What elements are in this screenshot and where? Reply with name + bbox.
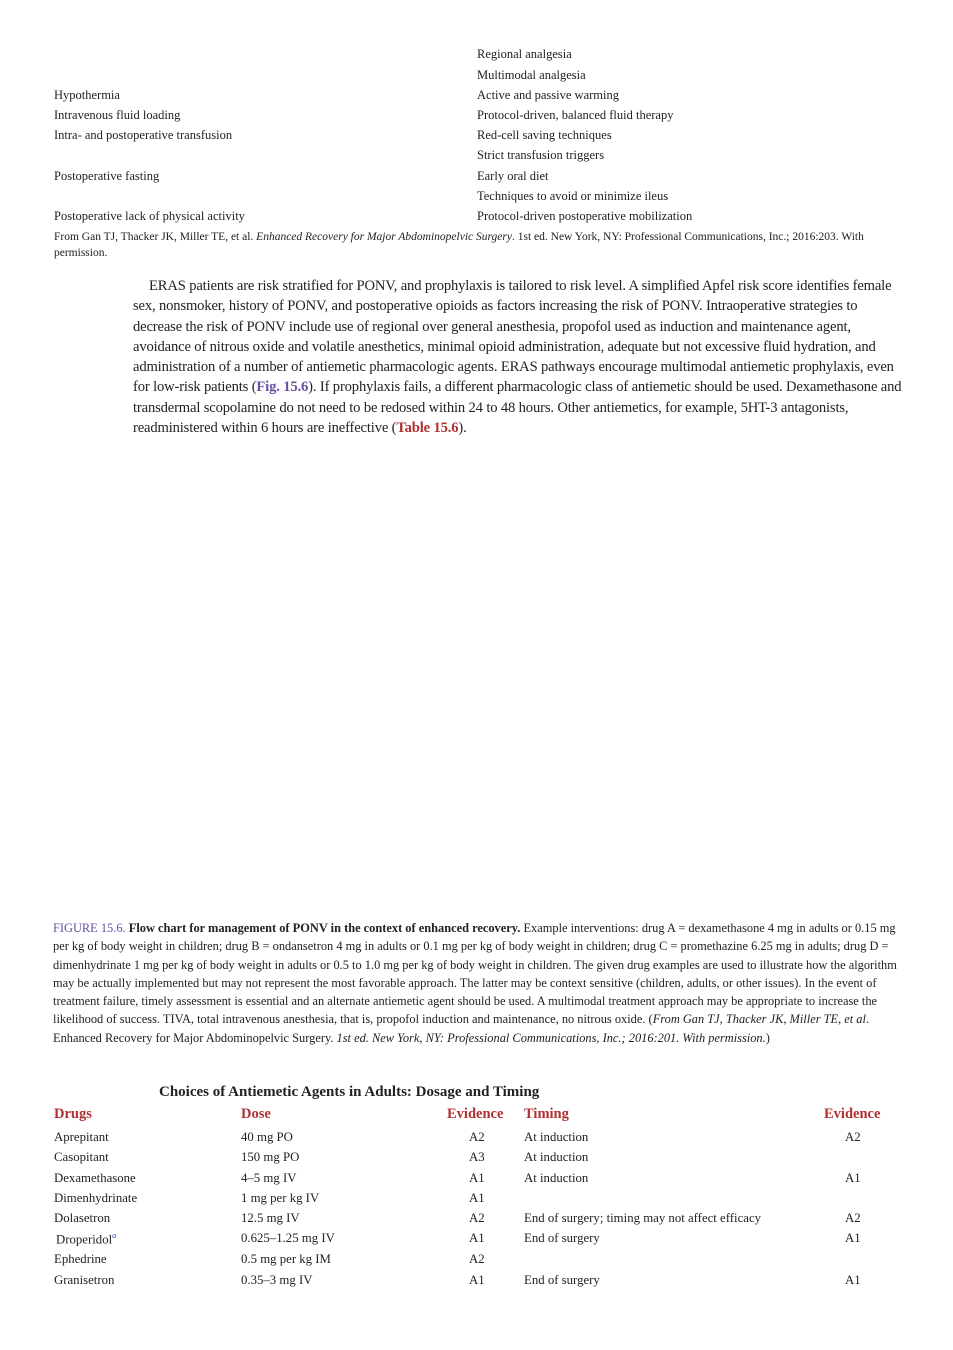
- evidence-cell: A1: [469, 1191, 485, 1205]
- evidence-cell: A3: [469, 1150, 485, 1164]
- table-cell-right: Regional analgesia: [477, 47, 572, 61]
- evidence-cell: A1: [469, 1273, 485, 1287]
- table-cell-left: Postoperative lack of physical activity: [54, 209, 245, 223]
- timing-cell: End of surgery; timing may not affect ef…: [524, 1211, 762, 1225]
- evidence-timing-cell: A1: [845, 1273, 861, 1287]
- table-reference-link[interactable]: Table 15.6: [396, 420, 459, 437]
- evidence-timing-cell: A2: [845, 1130, 861, 1144]
- timing-cell: At induction: [524, 1171, 589, 1185]
- evidence-cell: A2: [469, 1211, 485, 1225]
- body-paragraph: ERAS patients are risk stratified for PO…: [133, 278, 902, 437]
- timing-cell: End of surgery: [524, 1273, 600, 1287]
- dose-cell: 0.35–3 mg IV: [241, 1273, 313, 1287]
- dose-cell: 40 mg PO: [241, 1130, 293, 1144]
- timing-cell: End of surgery: [524, 1231, 600, 1245]
- drug-cell: Dolasetron: [54, 1211, 111, 1225]
- drug-cell: Aprepitant: [54, 1130, 109, 1144]
- table-cell-right: Multimodal analgesia: [477, 68, 586, 82]
- dose-cell: 4–5 mg IV: [241, 1171, 297, 1185]
- figure-label: FIGURE 15.6.: [53, 921, 126, 935]
- table-cell-right: Red-cell saving techniques: [477, 128, 612, 142]
- drug-cell: Casopitant: [54, 1150, 109, 1164]
- column-header-timing: Timing: [524, 1106, 569, 1122]
- dose-cell: 12.5 mg IV: [241, 1211, 300, 1225]
- dose-cell: 150 mg PO: [241, 1150, 300, 1164]
- footnote-marker-link[interactable]: a: [112, 1231, 117, 1240]
- evidence-cell: A1: [469, 1171, 485, 1185]
- drug-cell: Ephedrine: [54, 1252, 107, 1266]
- table-cell-left: Hypothermia: [54, 88, 120, 102]
- table-cell-right: Strict transfusion triggers: [477, 148, 605, 162]
- evidence-timing-cell: A1: [845, 1231, 861, 1245]
- evidence-timing-cell: A1: [845, 1171, 861, 1185]
- figure-reference-link[interactable]: Fig. 15.6: [256, 379, 309, 396]
- figure-caption: FIGURE 15.6. Flow chart for management o…: [53, 921, 897, 1045]
- table-cell-right: Active and passive warming: [477, 88, 619, 102]
- column-header-dose: Dose: [241, 1106, 271, 1122]
- table-cell-right: Protocol-driven, balanced fluid therapy: [477, 108, 674, 122]
- table-cell-left: Intravenous fluid loading: [54, 108, 181, 122]
- table-cell-right: Techniques to avoid or minimize ileus: [477, 189, 669, 203]
- evidence-cell: A1: [469, 1231, 485, 1245]
- column-header-evidence-timing: Evidence: [824, 1106, 881, 1122]
- drug-cell: Dexamethasone: [54, 1171, 136, 1185]
- drug-cell: Dimenhydrinate: [54, 1191, 138, 1205]
- evidence-cell: A2: [469, 1252, 485, 1266]
- dose-cell: 0.625–1.25 mg IV: [241, 1231, 335, 1245]
- timing-cell: At induction: [524, 1150, 589, 1164]
- table-cell-left: Intra- and postoperative transfusion: [54, 128, 233, 142]
- column-header-drugs: Drugs: [54, 1106, 92, 1122]
- drug-cell: Granisetron: [54, 1273, 115, 1287]
- timing-cell: At induction: [524, 1130, 589, 1144]
- evidence-cell: A2: [469, 1130, 485, 1144]
- table-cell-left: Postoperative fasting: [54, 169, 160, 183]
- column-header-evidence: Evidence: [447, 1106, 504, 1122]
- drug-cell: Droperidola: [56, 1231, 117, 1247]
- dose-cell: 1 mg per kg IV: [241, 1191, 320, 1205]
- table-cell-right: Early oral diet: [477, 169, 549, 183]
- table-cell-right: Protocol-driven postoperative mobilizati…: [477, 209, 693, 223]
- table-title: Choices of Antiemetic Agents in Adults: …: [159, 1084, 540, 1100]
- evidence-timing-cell: A2: [845, 1211, 861, 1225]
- table-source-note: From Gan TJ, Thacker JK, Miller TE, et a…: [54, 231, 864, 259]
- dose-cell: 0.5 mg per kg IM: [241, 1252, 331, 1266]
- figure-title: Flow chart for management of PONV in the…: [128, 921, 521, 935]
